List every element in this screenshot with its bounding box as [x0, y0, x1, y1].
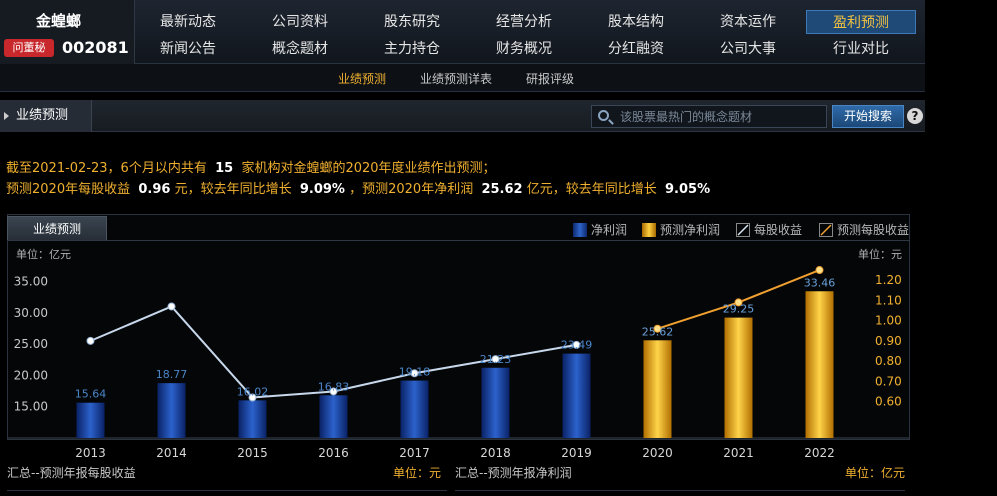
x-tick-label: 2021 — [723, 446, 754, 460]
summary-text: 预测2020年每股收益 — [6, 182, 131, 197]
search-icon — [598, 110, 609, 121]
summary-text: 元，较去年同比增长 — [174, 182, 292, 197]
legend-forecast-eps: 预测每股收益 — [819, 222, 909, 238]
legend-label: 预测每股收益 — [837, 223, 910, 237]
x-tick-label: 2020 — [642, 446, 673, 460]
x-tick-label: 2015 — [237, 446, 268, 460]
summary-text: ，预测2020年净利润 — [349, 182, 474, 197]
section-title: 业绩预测 — [0, 100, 92, 132]
sub-nav: 业绩预测 业绩预测详表 研报评级 — [0, 64, 925, 92]
bar-swatch-icon — [642, 223, 656, 237]
subnav-forecast-details[interactable]: 业绩预测详表 — [420, 72, 493, 86]
nav-financial-overview[interactable]: 财务概况 — [496, 41, 552, 57]
stock-code: 002081 — [62, 38, 129, 57]
bottom-left-title: 汇总--预测年报每股收益 — [7, 466, 136, 480]
x-tick-label: 2016 — [318, 446, 349, 460]
nav-industry-comparison[interactable]: 行业对比 — [833, 41, 889, 57]
nav-operation-analysis[interactable]: 经营分析 — [496, 14, 552, 30]
nav-capital-operation[interactable]: 资本运作 — [720, 14, 776, 30]
chart-tab-earnings-forecast[interactable]: 业绩预测 — [7, 216, 107, 241]
x-tick-label: 2019 — [561, 446, 592, 460]
summary-line-1: 截至2021-02-23，6个月以内共有 15 家机构对金蝗螂的2020年度业绩… — [6, 157, 496, 176]
nav-share-structure[interactable]: 股本结构 — [608, 14, 664, 30]
x-tick-label: 2013 — [75, 446, 106, 460]
bar-swatch-icon — [573, 223, 587, 237]
chart-header-divider — [7, 240, 910, 241]
legend-forecast-net-profit: 预测净利润 — [642, 222, 720, 238]
eps-growth: 9.09% — [299, 182, 345, 197]
institution-count: 15 — [215, 161, 234, 176]
stock-info: 金蝗螂 问董秘 002081 — [0, 0, 135, 64]
line-swatch-icon — [736, 223, 750, 237]
nav-dividends-financing[interactable]: 分红融资 — [608, 41, 664, 57]
summary-text: 家机构对金蝗螂的2020年度业绩作出预测； — [241, 161, 496, 176]
summary-text: 截至2021-02-23，6个月以内共有 — [6, 161, 207, 176]
bottom-right-title: 汇总--预测年报净利润 — [455, 466, 572, 480]
forecast-net-profit: 25.62 — [481, 182, 523, 197]
x-tick-label: 2014 — [156, 446, 187, 460]
search-input[interactable] — [620, 106, 820, 127]
x-tick-label: 2017 — [399, 446, 430, 460]
nav-concept-themes[interactable]: 概念题材 — [272, 41, 328, 57]
nav-company-events[interactable]: 公司大事 — [720, 41, 776, 57]
summary-text: 亿元，较去年同比增长 — [526, 182, 657, 197]
subnav-research-ratings[interactable]: 研报评级 — [526, 72, 575, 86]
search-button[interactable]: 开始搜索 — [832, 105, 904, 128]
stock-name: 金蝗螂 — [36, 12, 82, 30]
nav-latest-news[interactable]: 最新动态 — [160, 14, 216, 30]
chart-panel — [7, 214, 910, 440]
legend-eps: 每股收益 — [736, 222, 802, 238]
net-profit-growth: 9.05% — [665, 182, 711, 197]
x-tick-label: 2018 — [480, 446, 511, 460]
x-tick-label: 2022 — [804, 446, 835, 460]
legend-label: 每股收益 — [754, 223, 803, 237]
bottom-left-divider — [7, 490, 447, 496]
nav-news-announcements[interactable]: 新闻公告 — [160, 41, 216, 57]
top-nav: 金蝗螂 问董秘 002081 最新动态 公司资料 股东研究 经营分析 股本结构 … — [0, 0, 925, 64]
section-bar: 业绩预测 开始搜索 ? — [0, 100, 925, 132]
nav-profit-forecast[interactable]: 盈利预测 — [806, 10, 916, 34]
nav-shareholder-research[interactable]: 股东研究 — [384, 14, 440, 30]
caret-right-icon — [4, 112, 9, 120]
legend-label: 净利润 — [591, 223, 628, 237]
legend-label: 预测净利润 — [660, 223, 721, 237]
line-swatch-icon — [819, 223, 833, 237]
nav-company-info[interactable]: 公司资料 — [272, 14, 328, 30]
subnav-earnings-forecast[interactable]: 业绩预测 — [338, 72, 387, 86]
legend-net-profit: 净利润 — [573, 222, 627, 238]
section-title-label: 业绩预测 — [16, 108, 69, 123]
bottom-left-unit: 单位：元 — [393, 466, 442, 480]
nav-main-holdings[interactable]: 主力持仓 — [384, 41, 440, 57]
help-icon[interactable]: ? — [907, 108, 923, 124]
bottom-right-divider — [455, 490, 905, 496]
concept-search — [591, 105, 827, 128]
summary-line-2: 预测2020年每股收益 0.96 元，较去年同比增长 9.09% ，预测2020… — [6, 178, 710, 197]
bottom-right-unit: 单位：亿元 — [845, 466, 906, 480]
ask-secretary-button[interactable]: 问董秘 — [4, 39, 54, 57]
forecast-eps: 0.96 — [138, 182, 171, 197]
